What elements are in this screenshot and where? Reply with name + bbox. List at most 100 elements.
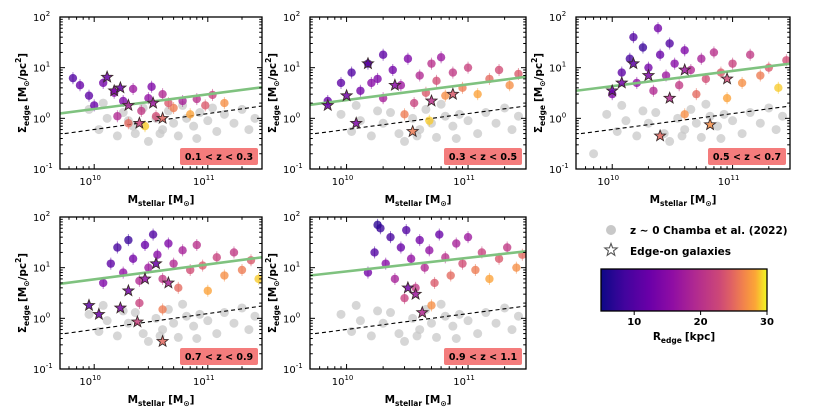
- reference-point: [203, 116, 213, 126]
- redshift-box: [180, 348, 258, 365]
- reference-point: [771, 125, 781, 135]
- reference-point: [500, 303, 510, 313]
- panel-plot-area: [60, 70, 262, 146]
- y-tick-label: 10-1: [33, 362, 53, 376]
- x-axis-label: Mstellar [M⊙]: [385, 394, 452, 408]
- reference-point: [212, 126, 222, 136]
- galaxy-point: [400, 110, 409, 119]
- galaxy-point: [432, 76, 441, 86]
- reference-point: [112, 131, 122, 141]
- axes-frame: [59, 16, 263, 170]
- x-axis-label: Mstellar [M⊙]: [128, 394, 195, 408]
- colorbar: 10 20 30 Redge [kpc]: [600, 268, 774, 345]
- reference-point: [463, 116, 473, 126]
- y-tick-label: 101: [283, 61, 300, 75]
- reference-point: [589, 149, 599, 159]
- galaxy-point: [164, 239, 173, 248]
- galaxy-point: [697, 54, 706, 63]
- edge-on-star: [92, 307, 106, 321]
- reference-point: [463, 316, 473, 326]
- galaxy-point: [75, 81, 85, 90]
- reference-point: [189, 321, 199, 331]
- y-tick-label: 101: [549, 61, 566, 75]
- reference-point: [173, 131, 183, 141]
- reference-point: [237, 104, 247, 114]
- reference-point: [169, 318, 179, 328]
- galaxy-point: [485, 274, 494, 284]
- reference-point: [394, 129, 404, 139]
- reference-point: [436, 99, 446, 109]
- y-tick-label: 100: [283, 311, 300, 325]
- galaxy-point: [106, 259, 115, 268]
- reference-point: [716, 133, 726, 143]
- reference-point: [192, 133, 202, 143]
- fit-line: [310, 75, 526, 107]
- edge-on-star: [155, 111, 170, 125]
- reference-point: [602, 109, 612, 119]
- reference-point: [412, 331, 422, 341]
- galaxy-point: [415, 71, 424, 80]
- edge-on-star: [424, 93, 439, 107]
- reference-point: [347, 126, 357, 136]
- edge-on-star: [161, 275, 176, 289]
- galaxy-point: [164, 98, 173, 108]
- x-tick-label: 1011: [453, 374, 475, 388]
- reference-point: [491, 118, 501, 128]
- reference-point: [686, 104, 696, 114]
- edge-on-star: [121, 283, 136, 297]
- reference-point: [229, 118, 239, 128]
- edge-on-star: [703, 117, 717, 131]
- reference-point: [691, 118, 701, 128]
- x-tick-label: 1011: [193, 174, 215, 188]
- reference-point: [178, 299, 188, 309]
- reference-point: [189, 121, 199, 131]
- galaxy-point: [137, 106, 146, 116]
- edge-on-star: [677, 62, 692, 76]
- galaxy-point: [425, 116, 434, 125]
- panel-plot-area: [60, 228, 262, 348]
- galaxy-point: [494, 254, 504, 263]
- reference-point: [440, 311, 450, 321]
- reference-point: [408, 313, 418, 323]
- reference-point: [112, 331, 122, 341]
- galaxy-point: [649, 86, 658, 95]
- y-tick-label: 10-1: [549, 162, 569, 176]
- reference-point: [394, 329, 404, 339]
- redshift-label: 0.5 < z < 0.7: [713, 152, 781, 163]
- reference-point: [701, 99, 711, 109]
- panel-plot-area: [576, 22, 790, 159]
- reference-point: [632, 131, 642, 141]
- redshift-label: 0.9 < z < 1.1: [449, 352, 517, 363]
- z0-relation-line: [314, 305, 526, 335]
- galaxy-point: [722, 93, 732, 103]
- reference-point: [617, 100, 627, 110]
- galaxy-point: [782, 56, 790, 65]
- reference-point: [436, 299, 446, 309]
- reference-point: [764, 103, 774, 113]
- reference-point: [737, 129, 747, 139]
- panel-plot-area: [310, 48, 526, 146]
- axes-frame: [309, 16, 527, 170]
- reference-point: [386, 108, 396, 118]
- reference-point: [473, 129, 483, 139]
- reference-point: [138, 329, 148, 339]
- galaxy-point: [254, 274, 262, 284]
- panel-5: 1010 1011 10-1 100 101 102 Mstellar [M⊙] Σedge[M…: [264, 210, 527, 408]
- galaxy-point: [186, 110, 195, 119]
- galaxy-point: [144, 93, 153, 103]
- panel-3: 1010 1011 10-1 100 101 102 Mstellar [M⊙] Σedge[M…: [530, 10, 791, 208]
- reference-point: [421, 104, 431, 114]
- galaxy-point: [458, 259, 467, 268]
- galaxy-point: [158, 89, 167, 99]
- z0-relation-line: [314, 105, 526, 135]
- reference-point: [481, 308, 491, 318]
- galaxy-point: [655, 50, 665, 59]
- reference-point: [408, 113, 418, 123]
- edge-on-star: [401, 280, 415, 294]
- panel-4: 1010 1011 10-1 100 101 102 Mstellar [M⊙] Σedge[M…: [14, 210, 263, 408]
- edge-on-star: [446, 87, 460, 100]
- galaxy-point: [174, 283, 183, 293]
- redshift-box: [444, 148, 522, 165]
- axes-frame: [575, 16, 791, 170]
- y-axis-label: Σedge[M⊙/pc2]: [264, 253, 281, 333]
